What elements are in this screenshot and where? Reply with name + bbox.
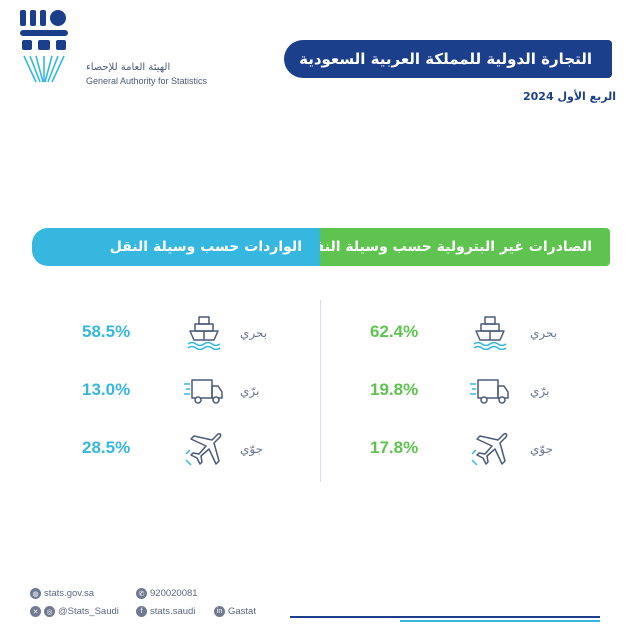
- truck-icon: [470, 379, 509, 404]
- footer-website-text: stats.gov.sa: [44, 588, 94, 599]
- logo-name-arabic: الهيئة العامة للإحصاء: [86, 62, 171, 73]
- gastat-logo-mark-icon: [20, 10, 68, 83]
- footer-social-handle[interactable]: ✕ ◎ @Stats_Saudi: [30, 606, 119, 617]
- exports-row-air: 17.8% جوّي: [370, 430, 570, 470]
- exports-row-land: 19.8% برّي: [370, 372, 570, 412]
- imports-air-value: 28.5%: [82, 438, 131, 457]
- footer-linkedin-text: Gastat: [228, 606, 256, 617]
- exports-land-value: 19.8%: [370, 380, 419, 399]
- x-icon: ✕: [30, 606, 41, 617]
- plane-icon: [471, 433, 508, 466]
- imports-row-sea: 58.5% بحري: [82, 314, 282, 354]
- imports-title: الواردات حسب وسيلة النقل: [109, 239, 302, 255]
- exports-section-header: الصادرات غير البترولية حسب وسيلة النقل: [302, 228, 610, 266]
- imports-land-value: 13.0%: [82, 380, 131, 399]
- globe-icon: ◍: [30, 588, 41, 599]
- imports-land-label: برّي: [240, 384, 260, 398]
- gastat-logo: الهيئة العامة للإحصاء General Authority …: [14, 8, 208, 88]
- imports-row-land: 13.0% برّي: [82, 372, 282, 412]
- footer-linkedin[interactable]: in Gastat: [214, 606, 256, 617]
- title-banner: التجارة الدولية للمملكة العربية السعودية: [284, 40, 612, 78]
- instagram-icon: ◎: [44, 606, 55, 617]
- imports-section-header: الواردات حسب وسيلة النقل: [32, 228, 320, 266]
- ship-icon: [473, 316, 507, 350]
- exports-row-sea: 62.4% بحري: [370, 314, 570, 354]
- exports-title: الصادرات غير البترولية حسب وسيلة النقل: [302, 239, 592, 255]
- column-divider: [320, 300, 321, 482]
- imports-sea-value: 58.5%: [82, 322, 131, 341]
- footer-phone[interactable]: ✆ 920020081: [136, 588, 198, 599]
- exports-air-value: 17.8%: [370, 438, 419, 457]
- truck-icon: [184, 379, 223, 404]
- logo-name-english: General Authority for Statistics: [86, 76, 208, 86]
- exports-land-label: برّي: [530, 384, 550, 398]
- exports-sea-value: 62.4%: [370, 322, 419, 341]
- footer-accent-line-cyan: [400, 620, 600, 622]
- period-label: الربع الأول 2024: [522, 90, 616, 103]
- linkedin-icon: in: [214, 606, 225, 617]
- imports-air-label: جوّي: [240, 442, 264, 456]
- exports-sea-label: بحري: [530, 326, 558, 340]
- footer-website[interactable]: ◍ stats.gov.sa: [30, 588, 94, 599]
- exports-air-label: جوّي: [530, 442, 554, 456]
- ship-icon: [187, 316, 221, 350]
- footer-social-handle-text: @Stats_Saudi: [58, 606, 119, 617]
- footer-facebook-text: stats.saudi: [150, 606, 196, 617]
- imports-sea-label: بحري: [240, 326, 268, 340]
- phone-icon: ✆: [136, 588, 147, 599]
- facebook-icon: f: [136, 606, 147, 617]
- footer-phone-text: 920020081: [150, 588, 198, 599]
- footer-accent-line-navy: [290, 616, 600, 618]
- plane-icon: [185, 433, 222, 466]
- footer-facebook[interactable]: f stats.saudi: [136, 606, 195, 617]
- page-title: التجارة الدولية للمملكة العربية السعودية: [299, 50, 592, 68]
- imports-row-air: 28.5% جوّي: [82, 430, 282, 470]
